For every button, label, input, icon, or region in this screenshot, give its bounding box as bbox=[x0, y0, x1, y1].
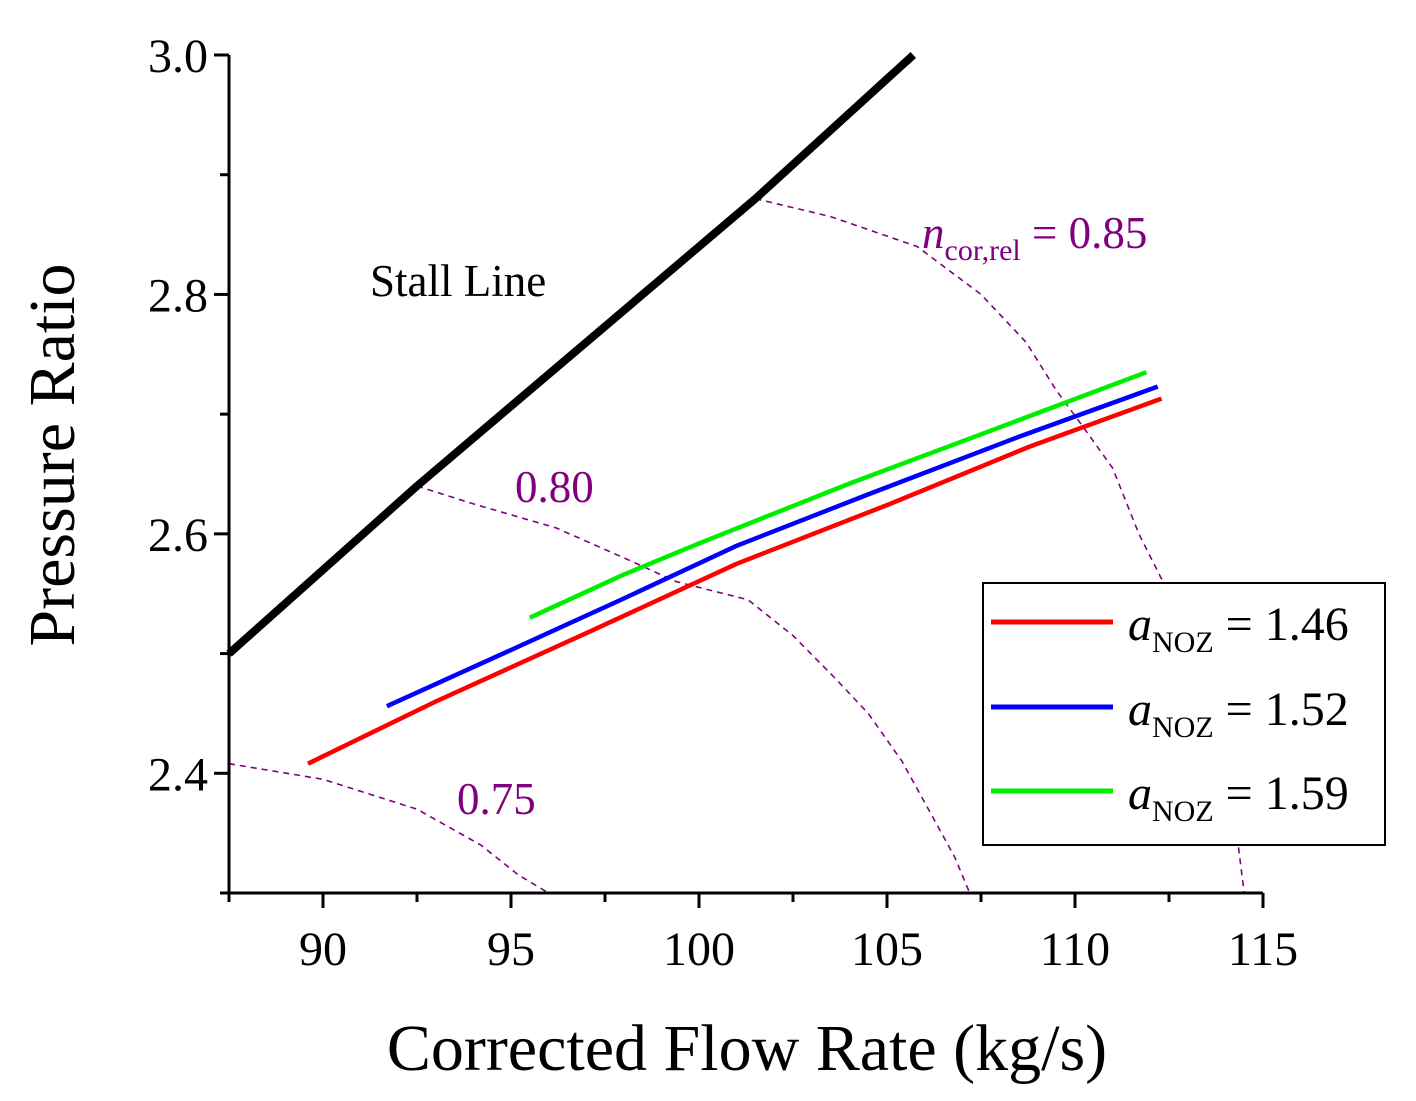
speed-label-075: 0.75 bbox=[457, 774, 536, 824]
speed-line-085 bbox=[755, 197, 1245, 894]
speed-line-075 bbox=[228, 762, 550, 894]
y-axis-title: Pressure Ratio bbox=[16, 263, 89, 646]
legend-entry-a146: aNOZ = 1.46 bbox=[1128, 598, 1349, 659]
y-tick-label: 2.8 bbox=[148, 269, 208, 322]
stall-line-group bbox=[226, 52, 916, 657]
y-tick-label: 2.6 bbox=[148, 509, 208, 562]
x-tick-label: 100 bbox=[663, 923, 735, 976]
legend-entry-a146-var: a bbox=[1128, 598, 1152, 651]
speed-lines-group bbox=[228, 197, 1245, 894]
speed-line-080 bbox=[416, 485, 971, 894]
series-line-a146 bbox=[307, 396, 1163, 766]
x-tick-label: 110 bbox=[1040, 923, 1110, 976]
x-axis-title: Corrected Flow Rate (kg/s) bbox=[387, 1012, 1107, 1085]
x-tick-label: 95 bbox=[487, 923, 535, 976]
series-line-a159 bbox=[528, 370, 1148, 620]
legend-entry-a159-value: = 1.59 bbox=[1214, 767, 1349, 820]
legend-entry-a152-value: = 1.52 bbox=[1214, 683, 1349, 736]
stall-line-label: Stall Line bbox=[370, 256, 546, 306]
series-line-a152 bbox=[385, 384, 1159, 709]
legend: aNOZ = 1.46 aNOZ = 1.52 aNOZ = 1.59 bbox=[982, 582, 1386, 846]
stall-line bbox=[226, 52, 916, 657]
speed-label-085-value: = 0.85 bbox=[1021, 208, 1148, 258]
y-tick-label: 2.4 bbox=[148, 748, 208, 801]
axes-group bbox=[227, 55, 1263, 895]
speed-label-085-sub: cor,rel bbox=[945, 234, 1021, 267]
legend-entry-a159: aNOZ = 1.59 bbox=[1128, 767, 1349, 828]
legend-entry-a152-sub: NOZ bbox=[1152, 711, 1214, 744]
y-tick-label: 3.0 bbox=[148, 30, 208, 83]
legend-entry-a152: aNOZ = 1.52 bbox=[1128, 683, 1349, 744]
series-group bbox=[307, 370, 1163, 766]
x-tick-label: 115 bbox=[1228, 923, 1298, 976]
legend-entry-a152-var: a bbox=[1128, 683, 1152, 736]
legend-entry-a146-sub: NOZ bbox=[1152, 626, 1214, 659]
legend-entry-a146-value: = 1.46 bbox=[1214, 598, 1349, 651]
legend-entry-a159-var: a bbox=[1128, 767, 1152, 820]
speed-label-085-var: n bbox=[922, 208, 945, 258]
legend-entry-a159-sub: NOZ bbox=[1152, 795, 1214, 828]
speed-label-080: 0.80 bbox=[515, 462, 594, 512]
ticks-group: 90 95 100 105 110 115 2.4 2.6 2.8 3.0 bbox=[148, 30, 1298, 976]
x-tick-label: 90 bbox=[299, 923, 347, 976]
x-tick-label: 105 bbox=[851, 923, 923, 976]
legend-box bbox=[982, 582, 1386, 846]
speed-label-085: ncor,rel = 0.85 bbox=[922, 208, 1147, 267]
